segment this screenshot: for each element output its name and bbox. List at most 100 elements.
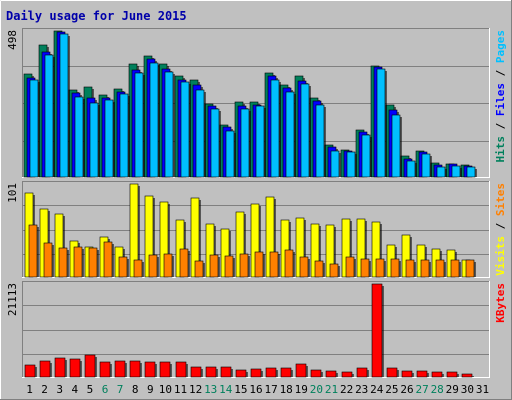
bar-kbytes-day-14 (220, 366, 232, 378)
bar-sites-day-29 (450, 259, 460, 278)
bar-kbytes-day-10 (159, 361, 171, 378)
bar-pages-day-17 (270, 79, 280, 178)
bar-sites-day-20 (314, 260, 324, 278)
bar-sites-day-13 (209, 254, 219, 278)
legend-separator: / (494, 216, 507, 236)
bar-kbytes-day-13 (205, 366, 217, 378)
bar-kbytes-day-17 (265, 367, 277, 378)
x-tick-label-24: 24 (370, 383, 384, 396)
bar-sites-day-9 (148, 254, 158, 278)
bar-kbytes-day-3 (54, 357, 66, 378)
bar-sites-day-21 (329, 263, 339, 278)
legend-entry-hits: Hits (494, 136, 507, 163)
bar-kbytes-day-26 (401, 370, 413, 378)
x-tick-label-26: 26 (400, 383, 413, 396)
bar-kbytes-day-25 (386, 367, 398, 378)
bar-kbytes-day-11 (175, 361, 187, 378)
bar-kbytes-day-27 (416, 370, 428, 378)
bar-kbytes-day-22 (341, 371, 353, 378)
x-tick-label-25: 25 (385, 383, 398, 396)
series-sites (28, 224, 476, 278)
bar-pages-day-8 (134, 72, 144, 178)
bar-pages-day-14 (225, 130, 235, 178)
x-tick-label-16: 16 (249, 383, 262, 396)
bar-pages-day-13 (210, 108, 220, 178)
bar-kbytes-day-28 (431, 371, 443, 378)
legend: Visits / Sites (494, 183, 507, 276)
bar-pages-day-6 (104, 99, 114, 178)
panel-visits_sites: 101 Visits / Sites (6, 181, 507, 278)
bar-sites-day-17 (269, 251, 279, 278)
bar-pages-day-16 (255, 105, 265, 178)
bar-pages-day-15 (240, 108, 250, 178)
x-tick-label-1: 1 (26, 383, 33, 396)
x-tick-label-4: 4 (71, 383, 78, 396)
bar-sites-day-4 (73, 246, 83, 278)
bar-pages-day-1 (29, 79, 39, 178)
bar-pages-day-20 (315, 104, 325, 178)
x-tick-label-11: 11 (174, 383, 187, 396)
bar-sites-day-1 (28, 224, 38, 278)
x-axis-labels: 1 2 3 4 5 6 7 8 9 10 11 12 13 14 15 16 17 18 19 20 21 22 23 24 2… (26, 383, 489, 396)
bar-kbytes-day-6 (99, 361, 111, 378)
bar-sites-day-14 (224, 255, 234, 278)
bar-kbytes-day-2 (39, 360, 51, 378)
bar-kbytes-day-18 (280, 367, 292, 378)
bar-sites-day-15 (239, 253, 249, 278)
bar-sites-day-16 (254, 251, 264, 278)
bar-pages-day-4 (74, 96, 84, 178)
x-tick-label-3: 3 (56, 383, 63, 396)
legend-entry-visits: Visits (494, 236, 507, 276)
bar-sites-day-26 (405, 259, 415, 278)
bar-kbytes-day-16 (250, 368, 262, 378)
x-tick-label-27: 27 (415, 383, 428, 396)
bar-sites-day-10 (163, 253, 173, 278)
legend-entry-sites: Sites (494, 183, 507, 216)
x-tick-label-22: 22 (340, 383, 353, 396)
x-tick-label-29: 29 (446, 383, 459, 396)
bar-sites-day-30 (465, 259, 475, 278)
bar-pages-day-2 (44, 54, 54, 178)
bar-pages-day-22 (346, 151, 356, 178)
bar-sites-day-7 (118, 256, 128, 278)
bar-kbytes-day-24 (371, 283, 383, 378)
legend-separator: / (494, 63, 507, 83)
bar-kbytes-day-7 (114, 360, 126, 378)
series-kbytes (24, 283, 474, 378)
bar-kbytes-day-30 (461, 373, 473, 378)
x-tick-label-7: 7 (117, 383, 124, 396)
bar-sites-day-12 (194, 260, 204, 278)
x-tick-label-17: 17 (264, 383, 277, 396)
bar-kbytes-day-20 (310, 369, 322, 378)
x-tick-label-2: 2 (41, 383, 48, 396)
x-tick-label-15: 15 (234, 383, 247, 396)
x-tick-label-31: 31 (476, 383, 489, 396)
legend-entry-files: Files (494, 83, 507, 116)
x-tick-label-28: 28 (431, 383, 444, 396)
x-tick-label-12: 12 (189, 383, 202, 396)
bar-kbytes-day-12 (190, 366, 202, 378)
bar-pages-day-26 (406, 160, 416, 178)
bar-sites-day-22 (345, 256, 355, 278)
bar-pages-day-7 (119, 93, 129, 178)
bar-kbytes-day-8 (129, 360, 141, 378)
x-tick-label-19: 19 (295, 383, 308, 396)
bar-pages-day-28 (436, 166, 446, 178)
bar-kbytes-day-5 (84, 354, 96, 378)
bar-pages-day-9 (149, 62, 159, 178)
ymax-label: 101 (6, 183, 19, 203)
chart-title: Daily usage for June 2015 (6, 9, 187, 23)
bar-sites-day-8 (133, 259, 143, 278)
x-tick-label-20: 20 (310, 383, 323, 396)
x-tick-label-8: 8 (132, 383, 139, 396)
bar-pages-day-5 (89, 102, 99, 178)
series-pages (29, 33, 477, 178)
bar-kbytes-day-4 (69, 358, 81, 378)
legend-separator: / (494, 116, 507, 136)
bar-sites-day-25 (390, 258, 400, 278)
x-tick-label-13: 13 (204, 383, 217, 396)
bar-kbytes-day-19 (295, 363, 307, 378)
bar-sites-day-23 (360, 258, 370, 278)
